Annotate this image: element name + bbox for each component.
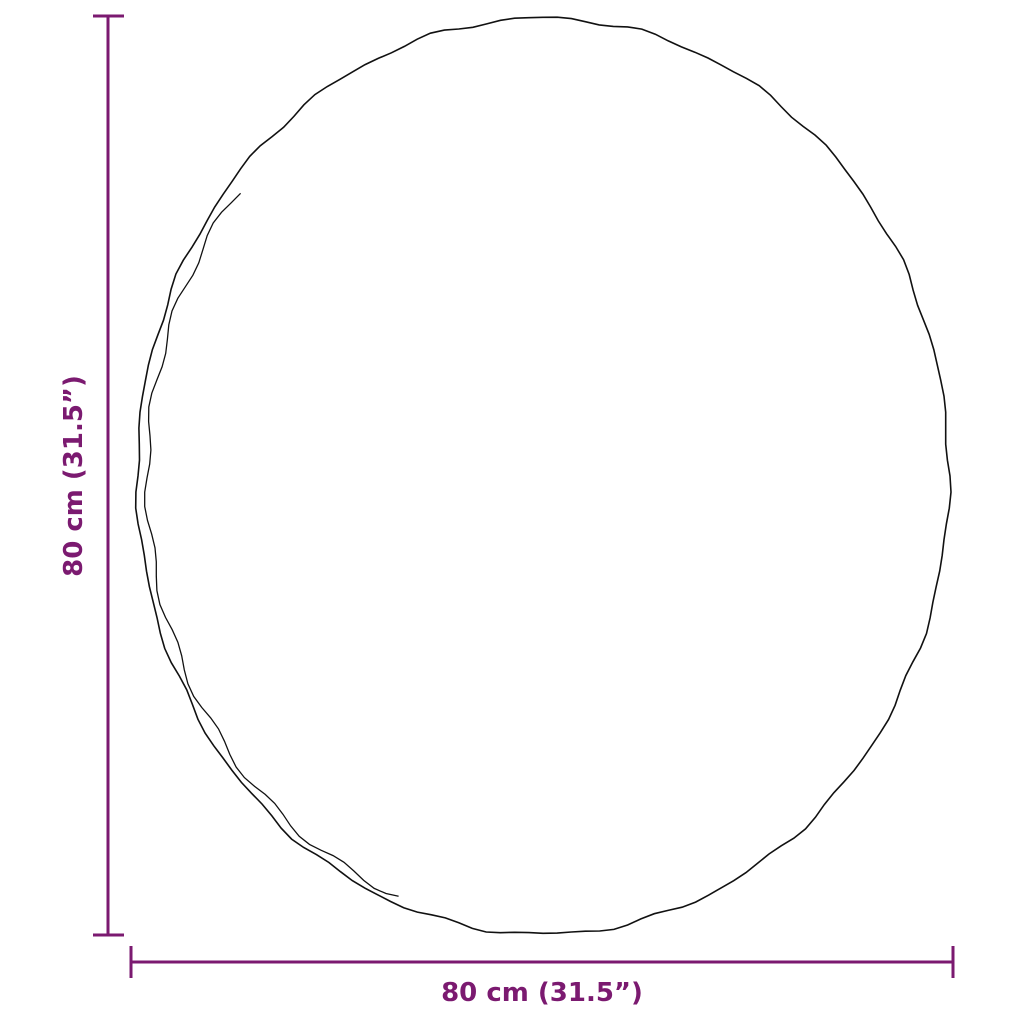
height-dimension-line <box>93 14 124 937</box>
width-dimension-line <box>129 946 955 978</box>
mirror-edge-outline <box>144 192 399 897</box>
height-label: 80 cm (31.5”) <box>59 375 89 577</box>
width-label: 80 cm (31.5”) <box>441 978 643 1008</box>
mirror-outline <box>134 16 952 935</box>
